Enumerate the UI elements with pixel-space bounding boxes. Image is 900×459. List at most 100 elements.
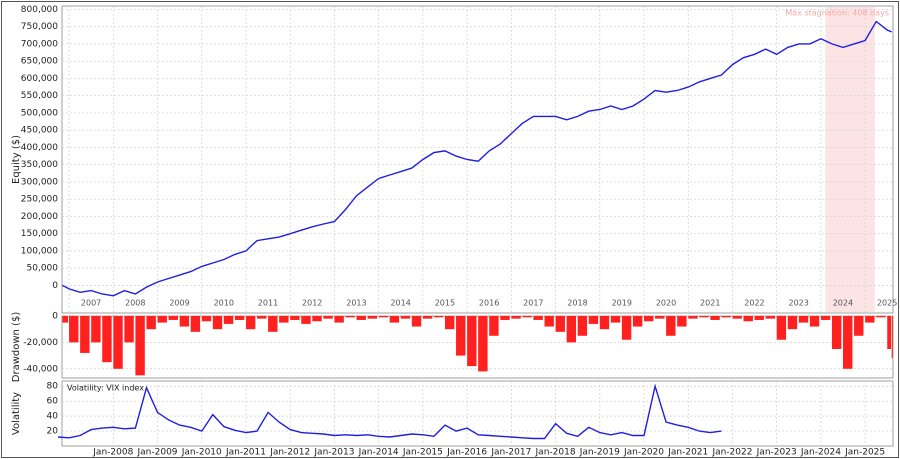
x-tick-label: 2010 <box>214 299 234 308</box>
bar <box>69 316 79 343</box>
bar <box>124 316 134 343</box>
bar <box>809 316 820 327</box>
bar <box>356 316 366 320</box>
bar <box>212 316 223 330</box>
bar <box>400 316 411 319</box>
y-tick-label: 550,000 <box>21 91 58 101</box>
legend-label: Volatility: VIX index <box>67 384 144 393</box>
y-tick-label: 500,000 <box>21 108 58 118</box>
x-tick-label: 2014 <box>390 299 410 308</box>
bar <box>190 316 201 332</box>
bar <box>389 316 400 323</box>
y-tick-label: 80 <box>47 382 59 392</box>
x-tick-label: 2025 <box>877 299 897 308</box>
x-tick-label: Jan-2018 <box>535 448 576 458</box>
bar <box>201 316 212 322</box>
x-tick-label: 2016 <box>479 299 499 308</box>
y-tick-label: 50,000 <box>27 264 59 274</box>
x-tick-label: 2008 <box>125 299 145 308</box>
x-tick-label: Jan-2019 <box>579 448 620 458</box>
x-tick-label: Jan-2025 <box>844 448 885 458</box>
x-tick-label: 2024 <box>833 299 853 308</box>
bar <box>135 316 145 376</box>
bar <box>234 316 245 320</box>
bar <box>831 316 842 349</box>
bar <box>422 316 433 319</box>
y-tick-label: 250,000 <box>21 195 58 205</box>
bar <box>632 316 643 327</box>
bar <box>555 316 565 332</box>
bar <box>710 316 720 320</box>
bar <box>500 316 510 320</box>
bar <box>378 316 389 318</box>
x-tick-label: 2020 <box>656 299 676 308</box>
bar <box>268 316 278 332</box>
bar <box>157 316 167 323</box>
plot-area <box>61 380 894 447</box>
x-tick-label: Jan-2024 <box>800 448 841 458</box>
bar <box>677 316 687 327</box>
y-tick-label: 700,000 <box>21 39 58 49</box>
y-tick-label: 60 <box>47 397 59 407</box>
bar <box>588 316 599 324</box>
bar <box>820 316 831 320</box>
x-tick-label: 2012 <box>302 299 322 308</box>
x-tick-label: Jan-2014 <box>358 448 399 458</box>
bar <box>179 316 190 327</box>
bar <box>411 316 422 327</box>
bar <box>433 316 444 318</box>
y-tick-label: 350,000 <box>21 160 58 170</box>
bar <box>754 316 764 320</box>
x-tick-label: 2017 <box>523 299 543 308</box>
x-tick-label: 2023 <box>789 299 809 308</box>
y-tick-label: 600,000 <box>21 74 58 84</box>
bar <box>876 316 886 318</box>
y-tick-label: 300,000 <box>21 177 58 187</box>
x-tick-label: 2013 <box>346 299 366 308</box>
y-tick-label: -40,000 <box>23 364 58 374</box>
x-tick-label: 2019 <box>612 299 632 308</box>
x-tick-label: Jan-2010 <box>181 448 222 458</box>
bar <box>577 316 588 336</box>
y-tick-label: 200,000 <box>21 212 58 222</box>
bar <box>223 316 234 324</box>
bar <box>301 316 311 324</box>
y-axis-title: Drawdown ($) <box>11 312 22 383</box>
plot-area <box>61 5 894 314</box>
x-tick-label: 2011 <box>258 299 278 308</box>
x-tick-label: 2015 <box>435 299 455 308</box>
y-tick-label: 150,000 <box>21 229 58 239</box>
bar <box>787 316 798 330</box>
bar <box>644 316 654 322</box>
x-tick-label: Jan-2012 <box>269 448 310 458</box>
bar <box>334 316 344 323</box>
bar <box>245 316 256 330</box>
bar <box>522 316 532 318</box>
bar <box>743 316 753 322</box>
x-tick-label: Jan-2022 <box>711 448 752 458</box>
x-tick-label: 2009 <box>169 299 189 308</box>
bar <box>102 316 112 363</box>
y-tick-label: 20 <box>47 427 59 437</box>
bar <box>699 316 709 318</box>
bar <box>467 316 477 367</box>
bar <box>91 316 101 343</box>
bar <box>854 316 864 336</box>
bar <box>113 316 123 369</box>
y-tick-label: 450,000 <box>21 126 58 136</box>
bar <box>599 316 610 330</box>
bar <box>80 316 90 353</box>
bar <box>887 316 892 349</box>
bar <box>312 316 322 322</box>
y-tick-label: 0 <box>52 281 58 291</box>
plot-area <box>61 315 894 379</box>
bar <box>257 316 267 319</box>
x-tick-label: Jan-2016 <box>446 448 487 458</box>
x-tick-label: Jan-2015 <box>402 448 443 458</box>
bar <box>168 316 178 320</box>
bar <box>62 316 69 323</box>
y-tick-label: 40 <box>47 412 59 422</box>
stagnation-band <box>825 7 875 312</box>
